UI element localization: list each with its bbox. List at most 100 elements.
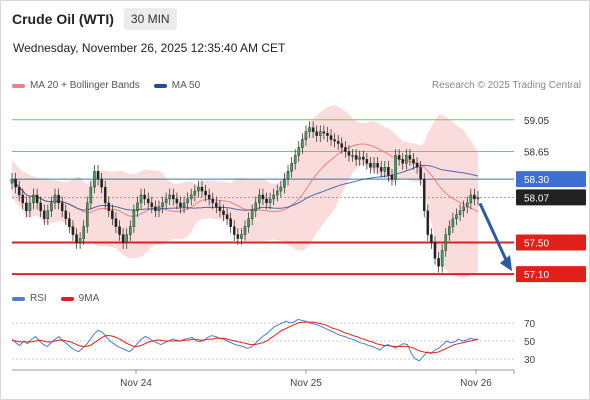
candle-body	[272, 194, 275, 200]
candle-body	[326, 133, 329, 136]
candle-body	[14, 178, 17, 188]
price-candle	[362, 150, 365, 166]
price-candle	[139, 188, 143, 210]
candle-body	[143, 194, 146, 200]
candle-body	[297, 147, 301, 156]
candle-body	[139, 194, 143, 204]
price-candle	[232, 220, 236, 241]
chart-header: Crude Oil (WTI) 30 MIN	[12, 7, 177, 31]
rsi-tick-label: 50	[524, 337, 536, 348]
candle-body	[458, 210, 462, 215]
price-candle	[21, 188, 25, 210]
price-candle	[136, 196, 139, 218]
candle-body	[473, 194, 476, 200]
price-candle	[247, 212, 250, 233]
candle-body	[426, 210, 430, 235]
candle-body	[258, 194, 261, 204]
price-candle	[10, 172, 14, 190]
legend-rsi: RSI	[12, 293, 47, 304]
candle-body	[401, 159, 404, 164]
price-candle	[412, 153, 415, 170]
timeframe-badge[interactable]: 30 MIN	[123, 8, 177, 30]
candle-body	[111, 210, 114, 219]
price-candle	[25, 196, 28, 218]
candle-body	[390, 175, 394, 180]
candle-body	[293, 155, 297, 164]
candle-body	[232, 226, 236, 235]
price-candle	[207, 188, 211, 206]
candle-body	[379, 167, 383, 172]
legend-rsi-label: RSI	[30, 293, 47, 304]
candle-body	[333, 139, 336, 142]
price-candle	[426, 204, 430, 241]
price-candle	[369, 157, 372, 174]
candle-body	[57, 194, 60, 204]
candle-body	[68, 218, 71, 227]
price-candle	[455, 208, 458, 226]
price-candle	[319, 125, 322, 142]
candle-body	[254, 202, 258, 212]
price-candle	[225, 208, 229, 226]
price-candle	[336, 134, 340, 150]
candle-body	[430, 234, 433, 243]
price-candle	[60, 196, 64, 218]
candle-body	[86, 202, 89, 227]
price-candle	[229, 212, 232, 233]
candle-body	[362, 156, 365, 160]
candle-body	[125, 234, 128, 243]
price-candle	[28, 196, 32, 218]
price-candle	[68, 212, 71, 233]
price-candle	[297, 141, 301, 162]
price-candle	[415, 157, 419, 174]
price-candle	[182, 196, 186, 214]
legend-ma20: MA 20 + Bollinger Bands	[12, 80, 140, 91]
candle-body	[164, 198, 168, 204]
price-candle	[154, 200, 157, 218]
price-candle	[17, 180, 21, 202]
candle-body	[215, 202, 218, 208]
price-candle	[304, 125, 308, 146]
price-candle	[390, 168, 394, 186]
candle-body	[268, 198, 272, 204]
candle-body	[336, 140, 340, 144]
candle-body	[204, 190, 207, 196]
price-candle	[50, 196, 53, 218]
candle-body	[50, 202, 53, 212]
price-candle	[272, 188, 275, 206]
candle-body	[448, 226, 451, 235]
rsi-series-RSI	[11, 318, 478, 362]
price-candle	[258, 188, 261, 210]
price-candle	[322, 125, 326, 140]
candle-body	[365, 159, 369, 164]
level-badge-57.10	[516, 266, 586, 283]
candle-body	[118, 226, 121, 235]
candle-body	[96, 171, 100, 180]
candle-body	[311, 127, 315, 132]
candle-body	[304, 131, 308, 140]
candle-body	[100, 178, 103, 188]
x-tick-label: Nov 24	[120, 378, 152, 389]
price-candle	[143, 188, 146, 206]
candle-body	[132, 210, 136, 227]
price-candle	[261, 188, 265, 206]
price-candle	[243, 220, 247, 241]
price-candle	[387, 160, 390, 182]
price-candle	[265, 192, 268, 210]
candle-body	[462, 206, 465, 212]
candle-body	[469, 194, 473, 204]
legend-9ma-label: 9MA	[78, 293, 100, 304]
candle-body	[408, 155, 412, 160]
candle-body	[440, 250, 444, 267]
price-candle	[150, 196, 154, 214]
candle-body	[236, 234, 240, 239]
candle-body	[290, 163, 293, 172]
candle-body	[200, 186, 204, 192]
candle-body	[358, 156, 361, 160]
price-candle	[222, 204, 225, 222]
candle-body	[340, 143, 344, 148]
price-candle	[53, 188, 57, 210]
bollinger-band	[12, 105, 478, 278]
credit-label: Research © 2025 Trading Central	[431, 80, 581, 91]
candle-body	[186, 198, 189, 204]
candle-body	[394, 155, 397, 180]
